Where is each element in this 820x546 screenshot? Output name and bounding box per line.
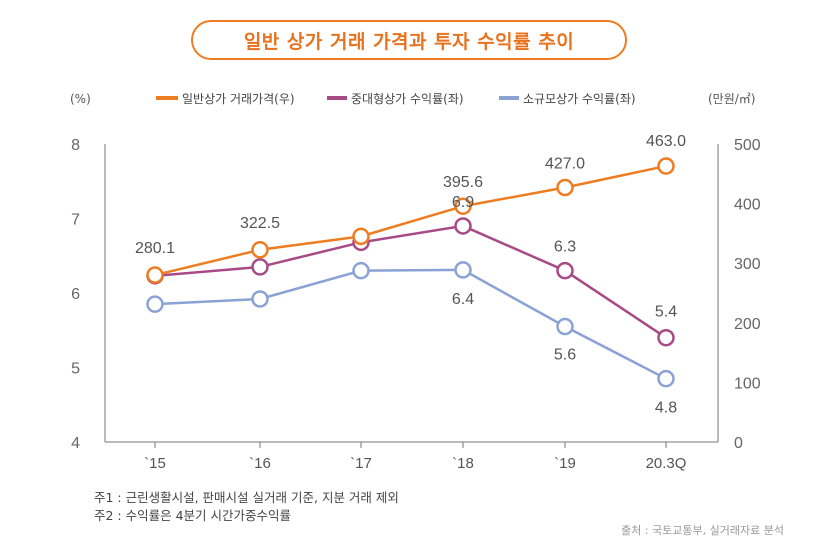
chart-title: 일반 상가 거래 가격과 투자 수익률 추이 [243,30,575,53]
x-tick-label: `18 [452,455,474,472]
data-label: 463.0 [646,133,686,150]
data-label: 280.1 [135,240,175,257]
right-tick-label: 0 [734,435,743,452]
right-tick-label: 300 [734,256,761,273]
legend-label: 중대형상가 수익률(좌) [351,92,464,106]
series-line [154,268,667,380]
right-axis-unit: (만원/㎡) [708,92,756,106]
footnote-1: 주1 : 근린생활시설, 판매시설 실거래 기준, 지분 거래 제외 [94,490,399,505]
data-label: 427.0 [545,156,585,173]
footnote-2: 주2 : 수익률은 4분기 시간가중수익률 [94,508,292,523]
left-tick-label: 6 [71,286,80,303]
data-point [454,261,472,279]
data-point [556,178,574,197]
x-tick-label: `19 [554,455,576,472]
data-point [352,227,370,246]
left-tick-label: 7 [71,212,80,229]
data-label: 4.8 [655,400,677,417]
data-point [251,290,269,308]
data-label: 6.4 [452,291,474,308]
data-point [352,261,370,280]
right-tick-label: 100 [734,375,761,392]
data-label: 6.9 [452,194,474,211]
data-point [657,369,675,388]
data-point [454,217,472,235]
left-tick-label: 8 [71,137,80,154]
data-point [146,266,164,284]
data-point [251,258,269,276]
right-tick-label: 400 [734,197,761,214]
data-point [556,317,574,336]
left-tick-label: 4 [71,435,80,452]
series-line [154,224,667,339]
data-label: 395.6 [443,174,483,191]
left-axis-unit: (%) [70,92,91,106]
right-tick-label: 500 [734,137,761,154]
x-tick-label: `16 [249,455,271,472]
x-tick-label: 20.3Q [646,455,687,472]
x-tick-label: `17 [350,455,372,472]
data-point [657,328,675,347]
data-label: 5.6 [554,347,576,364]
title-banner: 일반 상가 거래 가격과 투자 수익률 추이 [191,20,627,60]
source-note: 출처 : 국토교통부, 실거래자료 분석 [621,524,784,537]
data-label: 6.3 [554,239,576,256]
data-point [146,295,164,313]
data-label: 322.5 [240,215,280,232]
data-point [251,241,269,259]
data-point [556,261,574,280]
right-tick-label: 200 [734,316,761,333]
data-label: 5.4 [655,304,677,321]
data-point [657,157,675,175]
data-point [454,197,472,215]
legend-label: 소규모상가 수익률(좌) [523,92,636,106]
series-line [154,164,667,277]
left-tick-label: 5 [71,361,80,378]
legend-label: 일반상가 거래가격(우) [182,92,295,106]
x-tick-label: `15 [144,455,166,472]
